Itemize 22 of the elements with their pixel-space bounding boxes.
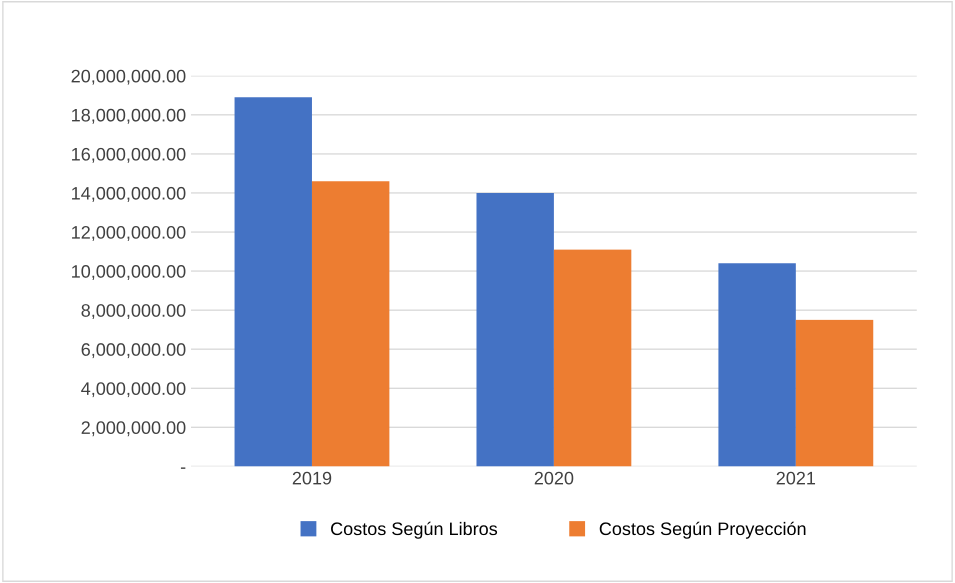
bar bbox=[718, 263, 796, 466]
y-tick-label: - bbox=[180, 467, 186, 469]
y-tick-label: 14,000,000.00 bbox=[72, 186, 186, 202]
y-tick-label: 8,000,000.00 bbox=[82, 304, 186, 320]
y-tick-label: 2,000,000.00 bbox=[82, 421, 186, 436]
legend-label: Costos Según Libros bbox=[331, 522, 498, 539]
bar bbox=[234, 97, 312, 466]
bar bbox=[312, 181, 390, 466]
y-tick-label: 4,000,000.00 bbox=[81, 382, 186, 398]
x-tick-label: 2019 bbox=[292, 472, 332, 485]
bar bbox=[476, 192, 554, 466]
y-tick-label: 6,000,000.00 bbox=[82, 343, 186, 358]
y-tick-label: 18,000,000.00 bbox=[72, 108, 186, 124]
y-tick-label: 12,000,000.00 bbox=[72, 226, 186, 241]
legend-label: Costos Según Proyección bbox=[600, 522, 806, 539]
y-tick-label: 20,000,000.00 bbox=[72, 70, 186, 85]
y-tick-label: 10,000,000.00 bbox=[72, 265, 186, 280]
y-tick-label: 16,000,000.00 bbox=[72, 148, 186, 163]
bar bbox=[796, 320, 874, 466]
x-tick-label: 2021 bbox=[776, 472, 816, 485]
x-tick-label: 2020 bbox=[534, 472, 574, 485]
bar bbox=[554, 250, 632, 466]
